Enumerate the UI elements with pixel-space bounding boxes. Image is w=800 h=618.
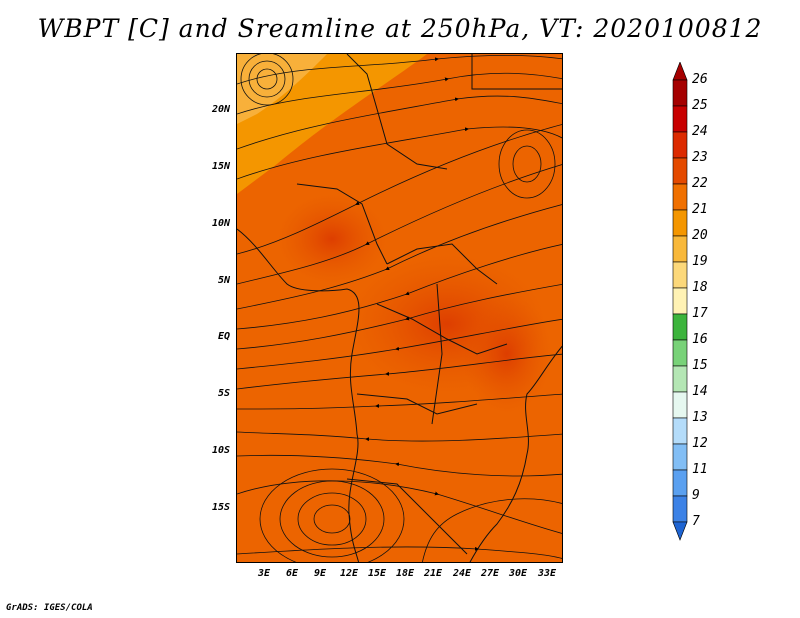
colorbar-label: 24 xyxy=(692,124,708,139)
lon-label: 21E xyxy=(423,568,443,579)
colorbar-cells xyxy=(672,62,688,541)
colorbar-cell xyxy=(672,313,688,341)
colorbar xyxy=(672,62,688,541)
lon-label: 12E xyxy=(339,568,359,579)
colorbar-label: 25 xyxy=(692,98,708,113)
lat-label: 10N xyxy=(211,218,230,229)
colorbar-cell xyxy=(672,443,688,471)
colorbar-label: 12 xyxy=(692,436,708,451)
colorbar-cell xyxy=(672,339,688,367)
colorbar-label: 22 xyxy=(692,176,708,191)
colorbar-cell xyxy=(672,209,688,237)
colorbar-label: 26 xyxy=(692,72,708,87)
colorbar-cell xyxy=(672,417,688,445)
lat-label: 10S xyxy=(211,445,230,456)
lon-label: 18E xyxy=(395,568,415,579)
colorbar-label: 21 xyxy=(692,202,708,217)
colorbar-min-arrow xyxy=(672,521,688,541)
colorbar-cell xyxy=(672,157,688,185)
colorbar-label: 20 xyxy=(692,228,708,243)
lat-label: 15S xyxy=(211,502,230,513)
colorbar-label: 7 xyxy=(692,514,700,529)
colorbar-cell xyxy=(672,469,688,497)
colorbar-cell xyxy=(672,261,688,289)
colorbar-label: 18 xyxy=(692,280,708,295)
lat-label: 5N xyxy=(217,275,230,286)
colorbar-label: 15 xyxy=(692,358,708,373)
credit-text: GrADS: IGES/COLA xyxy=(6,603,93,613)
map-canvas xyxy=(237,54,562,562)
lat-label: 20N xyxy=(211,104,230,115)
lat-label: 5S xyxy=(217,388,230,399)
colorbar-cell xyxy=(672,365,688,393)
colorbar-label: 16 xyxy=(692,332,708,347)
lon-label: 24E xyxy=(452,568,472,579)
map-panel xyxy=(236,53,563,563)
colorbar-label: 14 xyxy=(692,384,708,399)
colorbar-label: 19 xyxy=(692,254,708,269)
wbpt-24-region-east xyxy=(462,294,552,414)
colorbar-cell xyxy=(672,105,688,133)
lon-label: 30E xyxy=(508,568,528,579)
colorbar-label: 17 xyxy=(692,306,708,321)
colorbar-cell xyxy=(672,235,688,263)
wbpt-24-region-west xyxy=(277,194,387,284)
colorbar-cell xyxy=(672,495,688,523)
colorbar-cell xyxy=(672,287,688,315)
lon-label: 33E xyxy=(537,568,557,579)
colorbar-label: 23 xyxy=(692,150,708,165)
colorbar-cell xyxy=(672,183,688,211)
lat-label: 15N xyxy=(211,161,230,172)
lon-label: 9E xyxy=(313,568,327,579)
lon-label: 3E xyxy=(257,568,271,579)
colorbar-cell xyxy=(672,131,688,159)
colorbar-label: 11 xyxy=(692,462,708,477)
lon-label: 27E xyxy=(480,568,500,579)
colorbar-cell xyxy=(672,391,688,419)
colorbar-cell xyxy=(672,79,688,107)
coastlines xyxy=(237,54,562,562)
colorbar-label: 9 xyxy=(692,488,700,503)
lon-label: 6E xyxy=(285,568,299,579)
lon-label: 15E xyxy=(367,568,387,579)
colorbar-label: 13 xyxy=(692,410,708,425)
lat-label: EQ xyxy=(217,331,230,342)
chart-title: WBPT [C] and Sreamline at 250hPa, VT: 20… xyxy=(37,14,763,43)
colorbar-max-arrow xyxy=(672,62,688,81)
streamlines xyxy=(237,54,562,562)
